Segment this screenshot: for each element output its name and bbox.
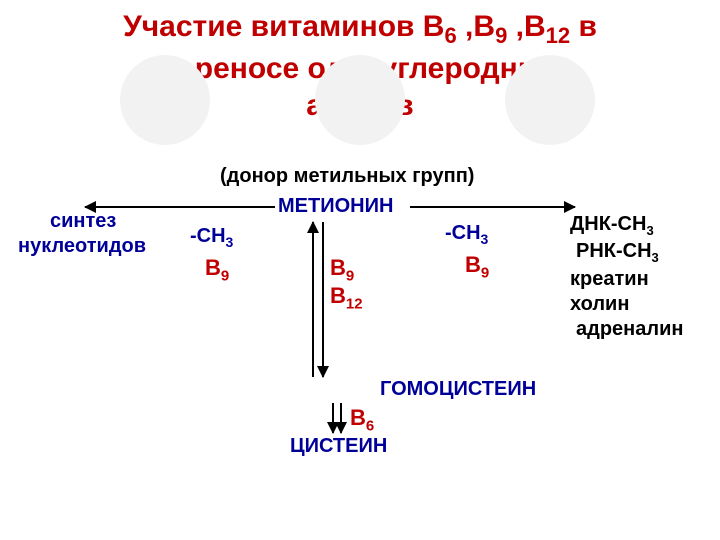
products-list: ДНК-CH3 РНК-CH3 креатин холин адреналин bbox=[570, 212, 683, 342]
product-creatine: креатин bbox=[570, 267, 683, 292]
title-sub: 9 bbox=[495, 23, 507, 48]
ch3-text: -CH bbox=[190, 225, 226, 247]
vit-letter: В bbox=[330, 283, 346, 308]
bg-circle bbox=[505, 55, 595, 145]
ch3-left-label: -CH3 bbox=[190, 225, 233, 250]
product-choline: холин bbox=[570, 292, 683, 317]
title-text: ,В bbox=[507, 10, 545, 43]
ch3-right-label: -CH3 bbox=[445, 222, 488, 247]
title-text: Участие витаминов В bbox=[123, 10, 444, 43]
homocysteine-label: ГОМОЦИСТЕИН bbox=[380, 378, 536, 401]
vit-sub: 12 bbox=[346, 295, 363, 312]
title-sub: 12 bbox=[546, 23, 570, 48]
vit-sub: 9 bbox=[346, 267, 354, 284]
vit-letter: В bbox=[330, 255, 346, 280]
arrow-right bbox=[410, 206, 575, 208]
arrow-down bbox=[322, 222, 324, 377]
bg-circle bbox=[120, 55, 210, 145]
ch3-sub: 3 bbox=[481, 231, 489, 247]
product-dna: ДНК-CH3 bbox=[570, 212, 683, 239]
arrow-down-short bbox=[340, 403, 342, 433]
vit-letter: В bbox=[350, 405, 366, 430]
arrow-up bbox=[312, 222, 314, 377]
title-sub: 6 bbox=[444, 23, 456, 48]
vitamin-b9-center: В9 bbox=[330, 255, 354, 284]
vitamin-b9-left: В9 bbox=[205, 255, 229, 284]
arrow-left bbox=[85, 206, 275, 208]
vitamin-b12-center: В12 bbox=[330, 283, 363, 312]
title-text: в bbox=[570, 10, 597, 43]
vit-letter: В bbox=[205, 255, 221, 280]
cysteine-label: ЦИСТЕИН bbox=[290, 435, 387, 458]
vit-letter: В bbox=[465, 252, 481, 277]
synth-label-1: синтез bbox=[50, 210, 116, 233]
ch3-sub: 3 bbox=[226, 234, 234, 250]
title-line1: Участие витаминов В6 ,В9 ,В12 в bbox=[123, 10, 597, 43]
ch3-text: -CH bbox=[445, 222, 481, 244]
vitamin-b6: В6 bbox=[350, 405, 374, 434]
bg-circle bbox=[315, 55, 405, 145]
vitamin-b9-right: В9 bbox=[465, 252, 489, 281]
vit-sub: 9 bbox=[481, 264, 489, 281]
product-rna: РНК-CH3 bbox=[570, 239, 683, 266]
methionine-label: МЕТИОНИН bbox=[278, 195, 393, 218]
vit-sub: 6 bbox=[366, 417, 374, 434]
synth-label-2: нуклеотидов bbox=[18, 235, 146, 258]
arrow-down-short bbox=[332, 403, 334, 433]
donor-label: (донор метильных групп) bbox=[220, 165, 474, 188]
vit-sub: 9 bbox=[221, 267, 229, 284]
product-adrenaline: адреналин bbox=[576, 317, 683, 342]
title-text: ,В bbox=[457, 10, 495, 43]
